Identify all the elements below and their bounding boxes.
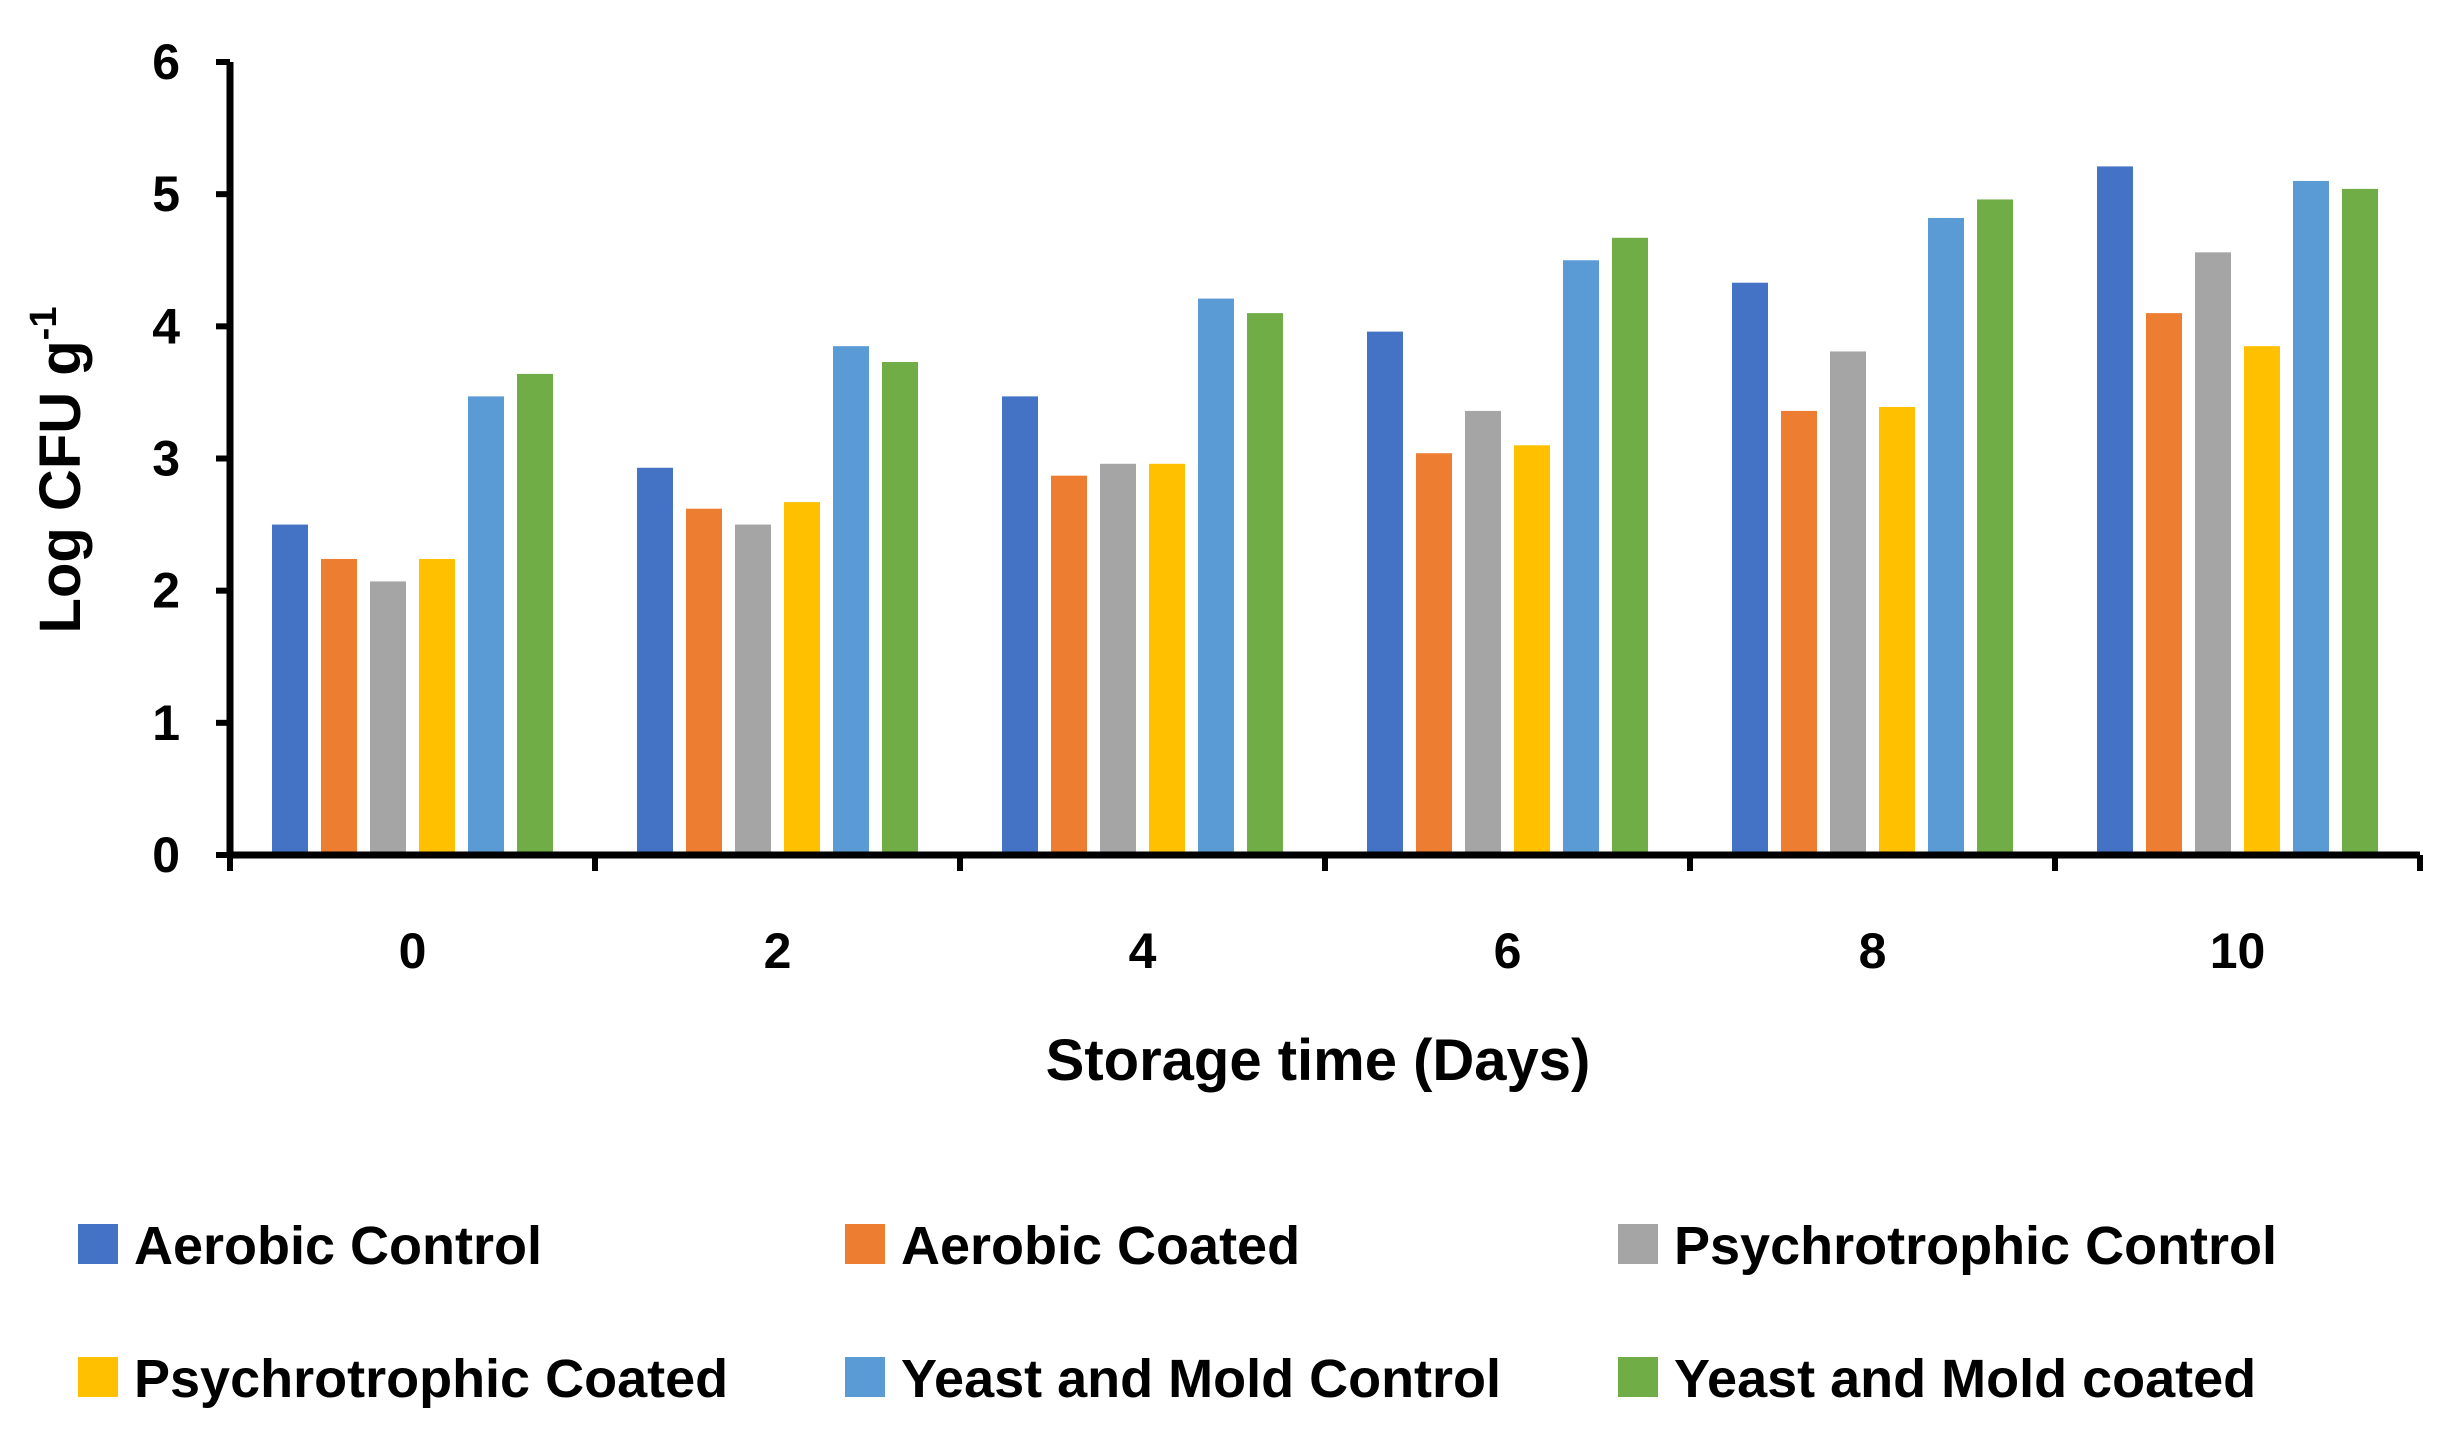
bar-yeast-and-mold-coated-day-2 [882, 362, 918, 855]
bar-psychrotrophic-control-day-6 [1465, 410, 1501, 855]
bar-yeast-and-mold-coated-day-4 [1247, 313, 1283, 855]
x-tick-label: 4 [1129, 923, 1157, 979]
bar-aerobic-control-day-4 [1002, 396, 1038, 855]
y-tick-label: 3 [152, 431, 180, 487]
bar-yeast-and-mold-control-day-0 [468, 396, 504, 855]
legend-swatch-yeast-and-mold-coated [1618, 1357, 1658, 1397]
x-tick-label: 2 [764, 923, 792, 979]
x-tick-label: 6 [1494, 923, 1522, 979]
bar-psychrotrophic-coated-day-8 [1879, 406, 1915, 855]
bar-psychrotrophic-coated-day-10 [2244, 346, 2280, 855]
y-tick-label: 2 [152, 563, 180, 619]
bar-yeast-and-mold-coated-day-8 [1977, 199, 2013, 855]
bar-yeast-and-mold-control-day-4 [1198, 298, 1234, 855]
legend-swatch-yeast-and-mold-control [845, 1357, 885, 1397]
bar-aerobic-coated-day-4 [1051, 475, 1087, 855]
legend-label-aerobic-coated: Aerobic Coated [901, 1216, 1300, 1276]
bar-psychrotrophic-coated-day-4 [1149, 463, 1185, 855]
bar-aerobic-coated-day-10 [2146, 313, 2182, 855]
y-axis-title-superscript: -1 [23, 307, 65, 341]
legend-label-psychrotrophic-coated: Psychrotrophic Coated [134, 1349, 728, 1409]
bar-psychrotrophic-control-day-0 [370, 581, 406, 855]
y-tick-label: 5 [152, 166, 180, 222]
bar-psychrotrophic-control-day-2 [735, 524, 771, 855]
legend-swatch-aerobic-control [78, 1224, 118, 1264]
bar-aerobic-coated-day-2 [686, 508, 722, 855]
x-tick-label: 8 [1859, 923, 1887, 979]
bar-psychrotrophic-control-day-8 [1830, 351, 1866, 855]
y-tick-label: 6 [152, 34, 180, 90]
legend-label-psychrotrophic-control: Psychrotrophic Control [1674, 1216, 2277, 1276]
bar-yeast-and-mold-control-day-8 [1928, 217, 1964, 855]
bar-yeast-and-mold-coated-day-10 [2342, 188, 2378, 855]
y-tick-label: 1 [152, 695, 180, 751]
legend-swatch-aerobic-coated [845, 1224, 885, 1264]
bar-psychrotrophic-coated-day-6 [1514, 445, 1550, 855]
y-axis-ticks: 0 1 2 3 4 5 6 [152, 34, 230, 883]
bar-yeast-and-mold-control-day-2 [833, 346, 869, 855]
bar-aerobic-coated-day-8 [1781, 410, 1817, 855]
bar-aerobic-control-day-10 [2097, 166, 2133, 855]
x-axis-title: Storage time (Days) [1046, 1028, 1591, 1093]
bar-aerobic-control-day-8 [1732, 282, 1768, 855]
legend-swatch-psychrotrophic-coated [78, 1357, 118, 1397]
bar-psychrotrophic-coated-day-2 [784, 502, 820, 855]
y-tick-label: 4 [152, 298, 180, 354]
legend-label-yeast-and-mold-control: Yeast and Mold Control [901, 1349, 1501, 1409]
bar-psychrotrophic-control-day-4 [1100, 463, 1136, 855]
y-tick-label: 0 [152, 827, 180, 883]
x-tick-label: 10 [2210, 923, 2266, 979]
bar-aerobic-coated-day-6 [1416, 453, 1452, 855]
bar-yeast-and-mold-control-day-10 [2293, 180, 2329, 855]
bar-yeast-and-mold-control-day-6 [1563, 260, 1599, 855]
x-tick-label: 0 [399, 923, 427, 979]
y-axis-title: Log CFU g-1 [23, 307, 93, 634]
bar-aerobic-control-day-2 [637, 467, 673, 855]
bar-aerobic-control-day-6 [1367, 331, 1403, 855]
bar-psychrotrophic-control-day-10 [2195, 252, 2231, 855]
legend-label-aerobic-control: Aerobic Control [134, 1216, 542, 1276]
y-axis-title-main: Log CFU g [28, 340, 93, 633]
bar-aerobic-control-day-0 [272, 524, 308, 855]
bar-yeast-and-mold-coated-day-0 [517, 373, 553, 855]
legend-label-yeast-and-mold-coated: Yeast and Mold coated [1674, 1349, 2256, 1409]
legend-swatch-psychrotrophic-control [1618, 1224, 1658, 1264]
bar-psychrotrophic-coated-day-0 [419, 558, 455, 855]
bars [272, 166, 2378, 855]
bar-yeast-and-mold-coated-day-6 [1612, 237, 1648, 855]
bar-aerobic-coated-day-0 [321, 558, 357, 855]
legend: Aerobic Control Aerobic Coated Psychrotrop… [78, 1216, 2277, 1409]
